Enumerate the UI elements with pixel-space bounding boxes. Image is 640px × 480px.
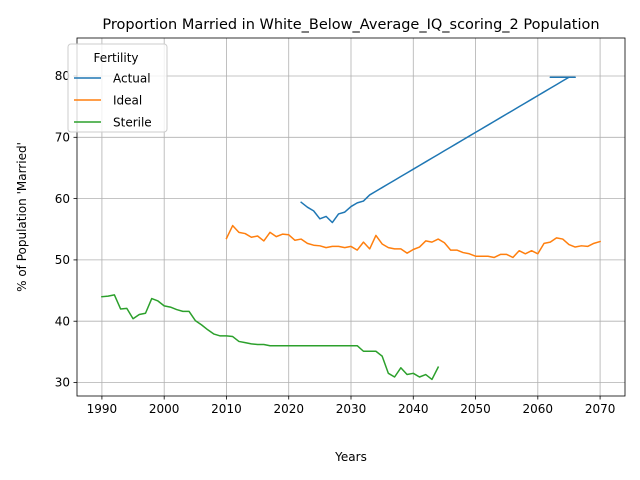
y-tick-label: 70	[55, 131, 70, 145]
x-axis-label: Years	[334, 450, 367, 464]
y-axis-label: % of Population 'Married'	[15, 142, 29, 292]
y-tick-label: 60	[55, 192, 70, 206]
x-tick-label: 2000	[149, 402, 180, 416]
series-lines	[101, 76, 602, 381]
legend-label-sterile: Sterile	[113, 116, 152, 130]
legend: Fertility Actual Ideal Sterile	[67, 43, 168, 133]
legend-box	[67, 43, 168, 133]
y-tick-label: 50	[55, 253, 70, 267]
x-tick-label: 2010	[211, 402, 242, 416]
legend-title: Fertility	[93, 51, 138, 65]
y-tick-label: 40	[55, 314, 70, 328]
series-line-sterile	[101, 294, 440, 381]
y-tick-label: 80	[55, 69, 70, 83]
legend-label-actual: Actual	[113, 72, 151, 86]
x-tick-label: 2020	[273, 402, 304, 416]
series-line-actual	[300, 76, 576, 224]
x-axis: 1990 2000 2010 2020 2030 2040 2050 2060 2070	[87, 396, 616, 416]
y-tick-label: 30	[55, 376, 70, 390]
x-tick-label: 2070	[585, 402, 616, 416]
x-tick-label: 2060	[523, 402, 554, 416]
series-line-ideal	[225, 224, 602, 259]
grid-lines	[77, 38, 625, 396]
chart-title: Proportion Married in White_Below_Averag…	[102, 17, 599, 33]
y-axis: 30 40 50 60 70 80	[55, 69, 77, 390]
legend-label-ideal: Ideal	[113, 94, 142, 108]
x-tick-label: 2040	[398, 402, 429, 416]
x-tick-label: 2050	[460, 402, 491, 416]
x-tick-label: 1990	[87, 402, 118, 416]
x-tick-label: 2030	[336, 402, 367, 416]
